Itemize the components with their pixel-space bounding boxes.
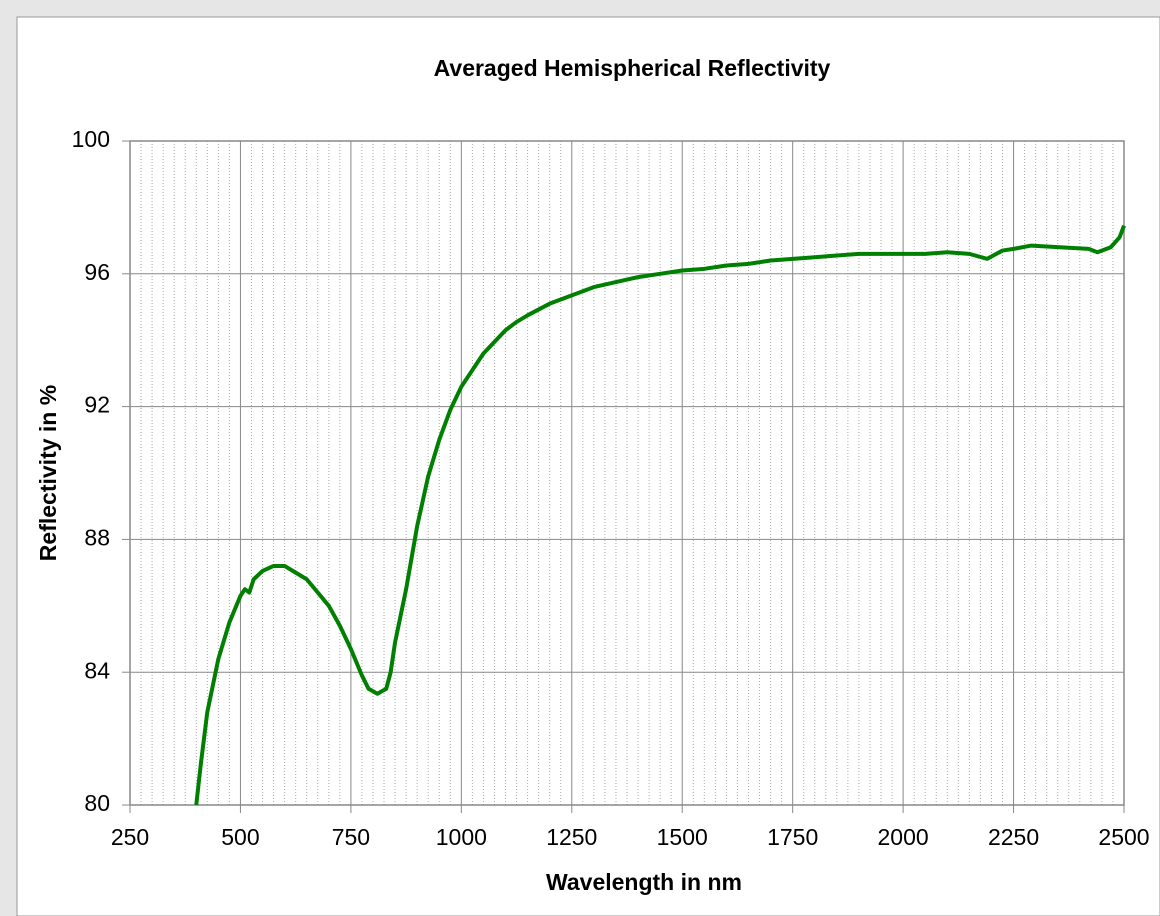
- x-tick-label: 750: [332, 824, 370, 850]
- data-line: [194, 224, 1126, 806]
- panel: [16, 16, 1160, 916]
- x-tick-label: 1250: [546, 824, 597, 850]
- x-tick-label: 1500: [657, 824, 708, 850]
- y-tick-label: 84: [84, 657, 110, 683]
- y-tick-label: 96: [84, 259, 110, 285]
- chart-title: Averaged Hemispherical Reflectivity: [434, 55, 831, 81]
- x-tick-label: 500: [221, 824, 259, 850]
- x-tick-label: 250: [111, 824, 149, 850]
- x-axis-title: Wavelength in nm: [546, 869, 742, 895]
- y-axis-title: Reflectivity in %: [35, 385, 61, 561]
- y-tick-label: 100: [72, 126, 110, 152]
- x-tick-label: 2000: [878, 824, 929, 850]
- y-tick-label: 80: [84, 790, 110, 816]
- x-tick-label: 2500: [1098, 824, 1149, 850]
- x-tick-label: 1750: [767, 824, 818, 850]
- y-tick-label: 88: [84, 524, 110, 550]
- x-tick-label: 1000: [436, 824, 487, 850]
- plot-border: [129, 140, 1125, 806]
- y-tick-label: 92: [84, 392, 110, 418]
- x-tick-label: 2250: [988, 824, 1039, 850]
